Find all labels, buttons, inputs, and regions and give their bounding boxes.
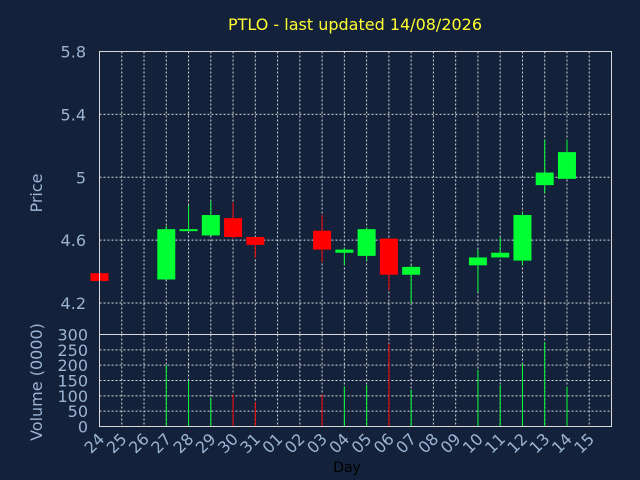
price-tick-label: 5: [76, 168, 86, 187]
candle-13: [535, 139, 554, 193]
volume-panel-frame: [99, 334, 612, 427]
candle-body: [535, 172, 554, 186]
candle-10: [468, 249, 487, 293]
volume-tick-label: 100: [57, 387, 88, 406]
candle-03: [313, 215, 332, 263]
candle-04: [335, 248, 354, 266]
candle-11: [491, 237, 510, 258]
candle-body: [557, 152, 576, 179]
candle-07: [402, 265, 421, 304]
price-axis-label: Price: [27, 173, 46, 212]
day-tick-labels: 2425262728293031010203040506070809101112…: [80, 429, 598, 457]
price-tick-label: 4.6: [61, 231, 86, 250]
volume-series: [165, 342, 568, 427]
candle-31: [246, 237, 265, 258]
candle-body: [246, 237, 265, 245]
volume-tick-label: 250: [57, 341, 88, 360]
candle-body: [513, 215, 532, 261]
candle-body: [379, 238, 398, 275]
candlestick-series: [90, 139, 576, 304]
volume-tick-label: 300: [57, 326, 88, 345]
candle-body: [224, 218, 243, 238]
candle-body: [491, 252, 510, 258]
candle-14: [557, 139, 576, 179]
candle-05: [357, 227, 376, 261]
day-axis-label: Day: [333, 460, 361, 476]
volume-tick-label: 0: [78, 418, 88, 437]
candle-body: [313, 230, 332, 250]
price-tick-label: 4.2: [61, 294, 86, 313]
volume-tick-label: 50: [68, 402, 88, 421]
candle-27: [157, 226, 176, 280]
volume-tick-label: 150: [57, 372, 88, 391]
chart-title: PTLO - last updated 14/08/2026: [228, 15, 482, 34]
candle-body: [468, 257, 487, 266]
candle-body: [357, 229, 376, 256]
candle-body: [157, 229, 176, 280]
price-grid: [99, 51, 612, 335]
candle-12: [513, 211, 532, 266]
candle-28: [179, 205, 198, 232]
price-tick-labels: 4.2 4.6 5 5.4 5.8: [61, 43, 86, 314]
candle-29: [201, 200, 220, 236]
price-tick-label: 5.4: [61, 105, 86, 124]
candle-body: [402, 266, 421, 275]
candle-body: [335, 249, 354, 253]
price-tick-label: 5.8: [61, 43, 86, 62]
candle-30: [224, 202, 243, 239]
volume-axis-label: Volume (0000): [27, 323, 46, 441]
candle-body: [201, 215, 220, 236]
candle-body: [179, 229, 198, 232]
volume-tick-label: 200: [57, 356, 88, 375]
candle-06: [379, 238, 398, 291]
